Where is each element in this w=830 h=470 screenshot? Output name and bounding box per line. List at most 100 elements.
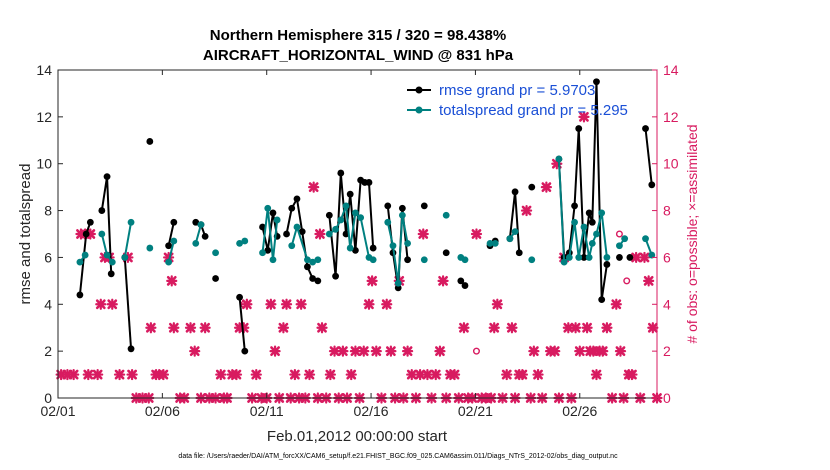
y-tick-label: 2	[44, 343, 52, 359]
obs-assimilated-marker	[626, 368, 638, 381]
obs-assimilated-marker	[414, 368, 426, 381]
rmse-point	[461, 282, 469, 289]
rmse-point	[325, 211, 333, 219]
totalspread-point	[593, 230, 600, 238]
totalspread-line	[123, 222, 133, 258]
obs-assimilated-marker	[458, 322, 470, 334]
obs-assimilated-marker	[437, 275, 449, 287]
rmse-point	[404, 256, 411, 264]
obs-assimilated-marker	[401, 345, 414, 357]
totalspread-point	[269, 256, 277, 264]
rmse-point	[352, 247, 359, 254]
obs-assimilated-marker	[516, 368, 528, 381]
obs-assimilated-marker	[520, 204, 533, 217]
totalspread-point	[264, 204, 272, 212]
totalspread-point	[506, 235, 514, 243]
obs-assimilated-marker	[528, 345, 540, 357]
rmse-point	[365, 179, 373, 186]
totalspread-point	[580, 223, 588, 231]
x-tick-label: 02/11	[250, 403, 284, 419]
totalspread-point	[616, 242, 623, 250]
obs-assimilated-marker	[488, 322, 500, 334]
y-right-tick-label: 10	[663, 156, 679, 172]
obs-assimilated-marker	[358, 345, 370, 357]
rmse-point	[603, 261, 611, 268]
totalspread-point	[491, 239, 499, 247]
obs-assimilated-marker	[277, 322, 290, 334]
rmse-line	[167, 222, 175, 246]
totalspread-point	[528, 256, 536, 264]
rmse-point	[648, 181, 656, 189]
rmse-point	[332, 272, 339, 280]
rmse-line	[238, 297, 246, 352]
obs-possible-marker	[615, 230, 623, 238]
rmse-point	[398, 204, 406, 212]
y-tick-label: 12	[36, 109, 52, 125]
totalspread-point	[571, 218, 578, 226]
rmse-point	[201, 232, 209, 240]
totalspread-point	[325, 230, 333, 238]
rmse-point	[146, 138, 154, 145]
y-right-tick-label: 0	[663, 390, 671, 406]
rmse-point	[420, 202, 428, 210]
totalspread-point	[346, 244, 354, 252]
y-tick-label: 10	[36, 156, 52, 172]
obs-assimilated-marker	[106, 298, 118, 310]
obs-assimilated-marker	[581, 322, 593, 334]
rmse-point	[212, 275, 219, 282]
obs-assimilated-marker	[590, 368, 603, 381]
obs-assimilated-marker	[189, 345, 201, 357]
x-tick-label: 02/21	[458, 403, 493, 419]
rmse-point	[288, 204, 296, 212]
totalspread-point	[555, 155, 563, 163]
totalspread-point	[236, 239, 243, 247]
obs-assimilated-marker	[647, 322, 659, 334]
legend-label-totalspread: totalspread grand pr = 5.295	[439, 102, 628, 119]
x-axis-label: Feb.01,2012 00:00:00 start	[267, 428, 448, 445]
y-axis-right-label: # of obs: o=possible; ×=assimilated	[684, 124, 700, 343]
rmse-line	[644, 128, 653, 185]
obs-assimilated-marker	[265, 298, 277, 310]
totalspread-point	[398, 211, 406, 219]
obs-assimilated-marker	[532, 368, 544, 381]
obs-assimilated-marker	[643, 275, 655, 287]
totalspread-point	[575, 254, 583, 261]
rmse-point	[457, 277, 465, 285]
obs-assimilated-marker	[434, 345, 446, 357]
obs-assimilated-marker	[597, 345, 609, 357]
rmse-point	[511, 188, 519, 196]
obs-assimilated-marker	[316, 322, 328, 334]
rmse-point	[571, 202, 578, 210]
obs-assimilated-marker	[199, 322, 211, 334]
obs-assimilated-marker	[610, 298, 622, 310]
totalspread-point	[259, 249, 266, 257]
totalspread-point	[108, 258, 116, 266]
obs-assimilated-marker	[540, 181, 552, 193]
rmse-point	[236, 293, 243, 301]
obs-assimilated-marker	[614, 345, 627, 357]
rmse-point	[598, 296, 606, 303]
totalspread-point	[273, 216, 281, 224]
rmse-point	[588, 218, 596, 226]
totalspread-point	[98, 230, 106, 238]
obs-assimilated-marker	[570, 322, 582, 334]
obs-assimilated-marker	[308, 181, 320, 193]
totalspread-point	[404, 239, 411, 247]
obs-assimilated-marker	[345, 368, 357, 381]
rmse-point	[528, 183, 536, 191]
rmse-point	[241, 347, 249, 355]
chart-title: Northern Hemisphere 315 / 320 = 98.438%	[210, 27, 506, 44]
totalspread-point	[357, 214, 365, 222]
totalspread-point	[621, 235, 629, 243]
obs-assimilated-marker	[157, 368, 169, 381]
obs-assimilated-marker	[491, 298, 503, 310]
obs-assimilated-marker	[430, 368, 442, 381]
legend: rmse grand pr = 5.9703 totalspread grand…	[407, 82, 628, 119]
rmse-point	[269, 209, 277, 217]
rmse-point	[580, 254, 588, 261]
totalspread-point	[565, 254, 573, 261]
totalspread-point	[121, 254, 129, 261]
obs-assimilated-marker	[578, 111, 590, 123]
data-file-footer: data file: /Users/raeder/DAI/ATM_forcXX/…	[178, 453, 618, 460]
